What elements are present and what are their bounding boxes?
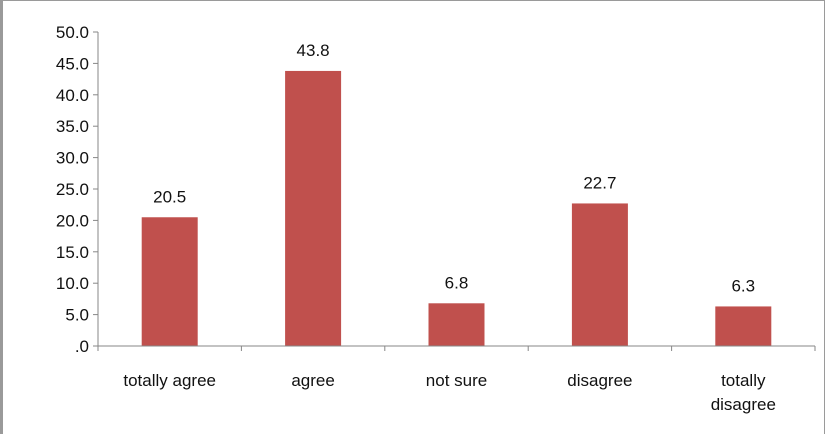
x-category-label: disagree (567, 371, 632, 390)
data-label: 22.7 (583, 173, 616, 192)
y-tick-label: 40.0 (56, 86, 89, 105)
bars (141, 70, 772, 346)
y-axis-ticks: .0 5.0 10.0 15.0 20.0 25.0 30.0 35.0 40.0 45.0 50.… (56, 23, 98, 356)
data-label: 6.3 (731, 276, 755, 295)
x-category-label: agree (291, 371, 334, 390)
data-label: 43.8 (297, 41, 330, 60)
y-tick-label: 10.0 (56, 274, 89, 293)
data-labels: 20.5 43.8 6.8 22.7 6.3 (153, 41, 755, 296)
y-tick-label: 20.0 (56, 211, 89, 230)
x-category-label: totally agree (123, 371, 216, 390)
y-tick-label: 30.0 (56, 149, 89, 168)
y-tick-label: 5.0 (65, 306, 89, 325)
y-tick-label: 15.0 (56, 243, 89, 262)
y-tick-label: .0 (75, 337, 89, 356)
y-tick-label: 35.0 (56, 117, 89, 136)
bar (571, 203, 628, 346)
x-category-label: disagree (711, 395, 776, 414)
x-category-label: totally (721, 371, 766, 390)
x-axis-labels: totally agree agree not sure disagree totall… (123, 371, 776, 414)
bar (141, 217, 198, 346)
y-tick-label: 45.0 (56, 54, 89, 73)
bar (715, 306, 772, 346)
data-label: 6.8 (445, 273, 469, 292)
x-axis (97, 345, 816, 351)
x-category-label: not sure (426, 371, 487, 390)
data-label: 20.5 (153, 187, 186, 206)
bar (285, 70, 342, 346)
y-tick-label: 25.0 (56, 180, 89, 199)
bar-chart: .0 5.0 10.0 15.0 20.0 25.0 30.0 35.0 40.0 45.0 50.… (56, 23, 816, 414)
bar (428, 303, 485, 346)
y-tick-label: 50.0 (56, 23, 89, 42)
